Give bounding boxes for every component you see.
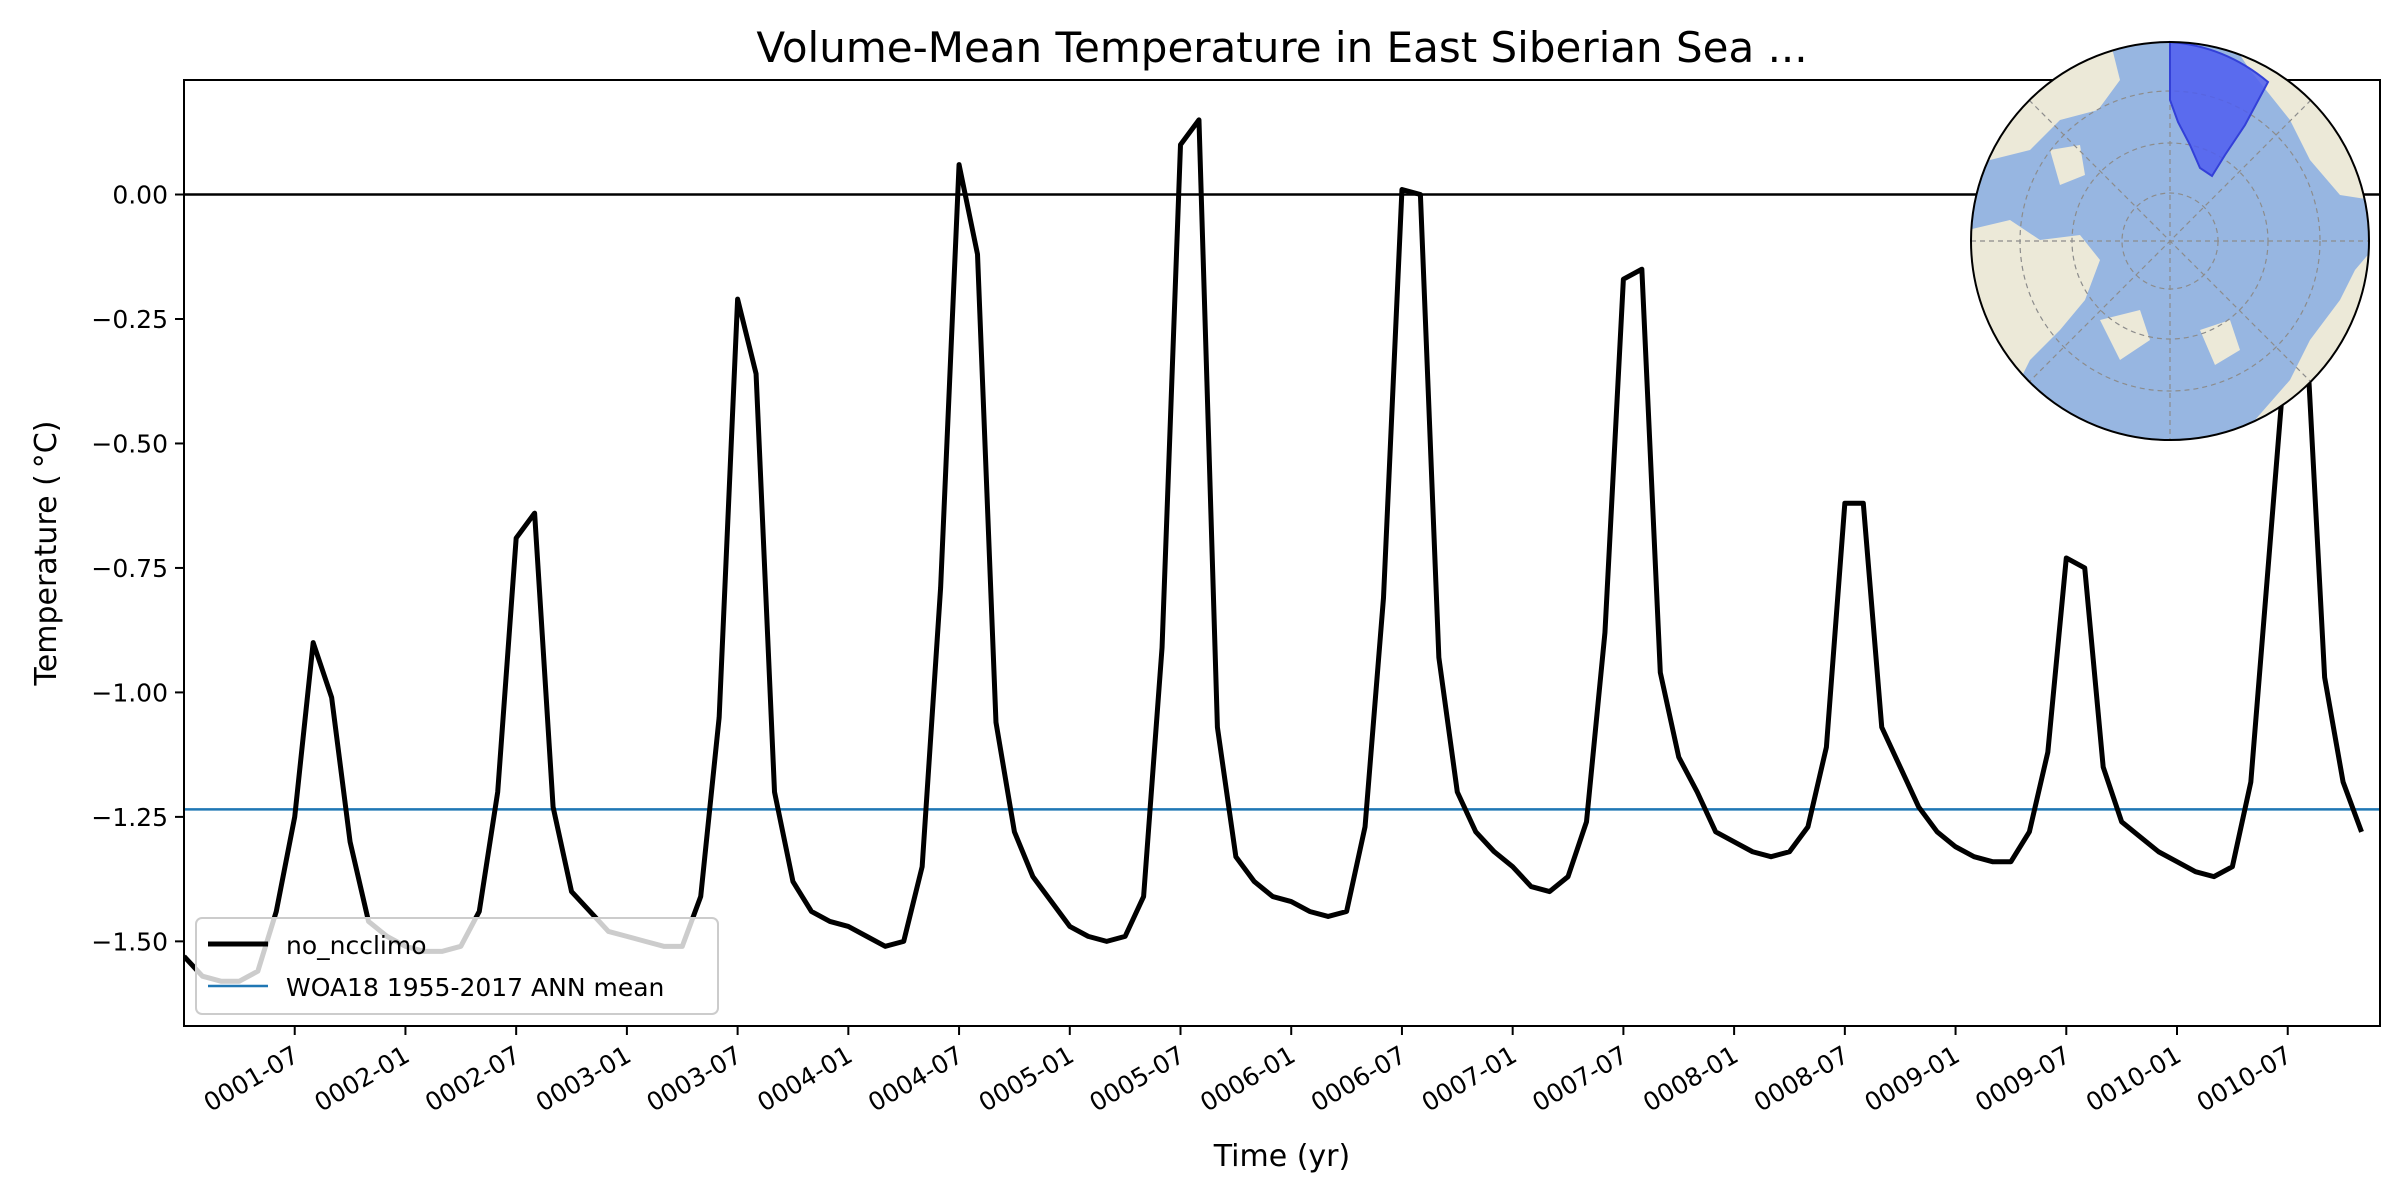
x-tick-label: 0005-01 bbox=[974, 1040, 1079, 1117]
x-tick-label: 0002-01 bbox=[309, 1040, 414, 1117]
x-tick-label: 0002-07 bbox=[420, 1040, 525, 1117]
x-tick-label: 0004-07 bbox=[863, 1040, 968, 1117]
x-tick-label: 0008-01 bbox=[1638, 1040, 1743, 1117]
graticule bbox=[1971, 42, 2369, 440]
x-tick-label: 0008-07 bbox=[1749, 1040, 1854, 1117]
y-axis: 0.00 −0.25 −0.50 −0.75 −1.00 −1.25 −1.50 bbox=[91, 181, 184, 956]
legend-label-woa18: WOA18 1955-2017 ANN mean bbox=[286, 973, 664, 1002]
x-tick-label: 0006-07 bbox=[1306, 1040, 1411, 1117]
chart-title: Volume-Mean Temperature in East Siberian… bbox=[756, 23, 1807, 72]
y-tick-label: −1.25 bbox=[91, 803, 168, 832]
y-tick-label: −0.50 bbox=[91, 429, 168, 458]
x-tick-label: 0010-07 bbox=[2192, 1040, 2297, 1117]
x-tick-label: 0009-07 bbox=[1970, 1040, 2075, 1117]
y-tick-label: −1.00 bbox=[91, 678, 168, 707]
x-axis-label: Time (yr) bbox=[1213, 1139, 1350, 1174]
x-tick-label: 0003-01 bbox=[531, 1040, 636, 1117]
legend: no_ncclimo WOA18 1955-2017 ANN mean bbox=[195, 917, 719, 1015]
x-tick-label: 0003-07 bbox=[642, 1040, 747, 1117]
x-tick-label: 0005-07 bbox=[1085, 1040, 1190, 1117]
plot-frame bbox=[183, 79, 2381, 1027]
legend-label-no-ncclimo: no_ncclimo bbox=[286, 931, 427, 960]
y-axis-label: Temperature ( °C) bbox=[29, 421, 64, 687]
y-tick-label: −0.75 bbox=[91, 554, 168, 583]
y-tick-label: −0.25 bbox=[91, 305, 168, 334]
series-line-no-ncclimo bbox=[184, 117, 2364, 984]
x-tick-label: 0001-07 bbox=[199, 1040, 304, 1117]
x-tick-label: 0007-01 bbox=[1417, 1040, 1522, 1117]
east-siberian-sea-region bbox=[2169, 40, 2270, 178]
y-tick-label: 0.00 bbox=[112, 181, 168, 210]
x-tick-label: 0006-01 bbox=[1195, 1040, 1300, 1117]
x-tick-label: 0004-01 bbox=[752, 1040, 857, 1117]
y-tick-label: −1.50 bbox=[91, 927, 168, 956]
x-tick-label: 0007-07 bbox=[1527, 1040, 1632, 1117]
x-tick-label: 0010-01 bbox=[2081, 1040, 2186, 1117]
x-tick-label: 0009-01 bbox=[1860, 1040, 1965, 1117]
x-axis: 0001-07 0002-01 0002-07 0003-01 0003-07 0004-… bbox=[199, 1026, 2297, 1117]
legend-box bbox=[195, 917, 719, 1015]
